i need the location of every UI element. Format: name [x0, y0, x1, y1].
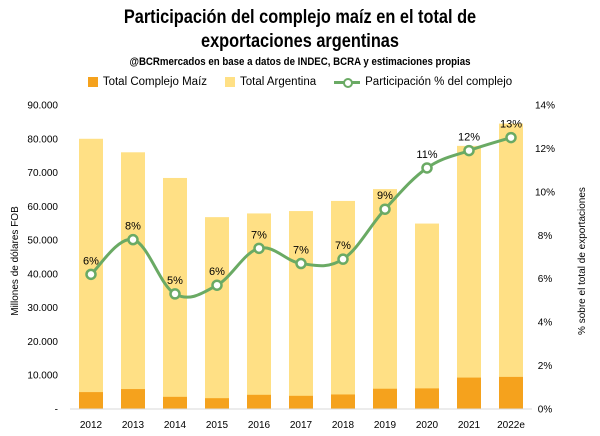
y-tick-label: - — [55, 405, 58, 416]
chart-title-line-2: exportaciones argentinas — [201, 31, 399, 52]
y2-axis-title: % sobre el total de exportaciones — [577, 187, 588, 335]
chart-legend: Total Complejo Maíz Total Argentina Part… — [0, 76, 600, 88]
participacion-marker — [463, 144, 475, 157]
bar-complejo-maiz — [247, 394, 271, 409]
x-tick-label: 2019 — [374, 420, 397, 431]
participacion-marker — [169, 288, 181, 300]
participacion-marker — [127, 233, 139, 246]
participacion-marker — [295, 257, 307, 270]
participacion-marker — [253, 242, 265, 255]
participacion-data-label: 7% — [335, 240, 351, 252]
participacion-data-label: 8% — [125, 221, 141, 233]
legend-item-complejo-maiz: Total Complejo Maíz — [87, 76, 208, 88]
chart-title: Participación del complejo maíz en el to… — [42, 6, 558, 54]
bar-complejo-maiz — [205, 398, 229, 409]
bar-complejo-maiz — [163, 396, 187, 409]
y-tick-label: 30.000 — [27, 303, 58, 314]
x-tick-label: 2022e — [497, 420, 525, 431]
legend-item-participacion: Participación % del complejo — [334, 76, 512, 88]
participacion-marker — [505, 131, 517, 144]
participacion-data-label: 6% — [83, 255, 99, 267]
x-tick-label: 2016 — [248, 420, 271, 431]
y2-tick-label: 2% — [538, 361, 553, 372]
bar-total-argentina — [121, 152, 145, 410]
bar-total-argentina — [457, 145, 481, 410]
bar-total-argentina — [373, 189, 397, 409]
bar-complejo-maiz — [79, 392, 103, 409]
legend-swatch-complejo-maiz — [87, 77, 98, 87]
legend-swatch-total-argentina — [225, 77, 236, 87]
participacion-marker — [337, 253, 349, 265]
chart-subtitle: @BCRmercados en base a datos de INDEC, B… — [129, 56, 471, 68]
bar-total-argentina — [205, 217, 229, 409]
x-tick-label: 2020 — [416, 420, 439, 431]
bar-complejo-maiz — [331, 394, 355, 409]
participacion-data-label: 7% — [293, 245, 309, 257]
x-tick-label: 2018 — [332, 420, 355, 431]
chart-title-line-1: Participación del complejo maíz en el to… — [123, 7, 477, 28]
participacion-data-label: 7% — [251, 229, 267, 241]
y2-tick-label: 10% — [535, 187, 555, 198]
legend-label-complejo-maiz: Total Complejo Maíz — [102, 76, 208, 88]
bar-total-argentina — [289, 211, 313, 409]
y2-tick-label: 0% — [538, 405, 553, 416]
participacion-marker — [85, 268, 97, 281]
y-tick-label: 20.000 — [27, 337, 58, 348]
y2-tick-label: 4% — [538, 318, 553, 329]
participacion-data-label: 9% — [377, 190, 393, 202]
bar-complejo-maiz — [415, 388, 439, 409]
x-tick-label: 2017 — [290, 420, 313, 431]
legend-swatch-participacion — [334, 77, 361, 88]
participacion-marker — [379, 203, 391, 215]
y-tick-label: 80.000 — [27, 134, 58, 145]
bar-complejo-maiz — [457, 377, 481, 409]
bar-complejo-maiz — [121, 389, 145, 409]
bar-complejo-maiz — [499, 376, 523, 409]
x-tick-label: 2012 — [80, 420, 103, 431]
bar-total-argentina — [415, 223, 439, 409]
y-tick-label: 50.000 — [27, 236, 58, 247]
y-tick-label: 90.000 — [27, 101, 58, 112]
bar-complejo-maiz — [289, 395, 313, 409]
y2-tick-label: 8% — [538, 231, 553, 242]
y2-tick-label: 12% — [535, 144, 555, 155]
y-tick-label: 60.000 — [27, 202, 58, 213]
y2-tick-label: 14% — [535, 101, 555, 112]
x-tick-label: 2015 — [206, 420, 229, 431]
participacion-data-label: 12% — [458, 132, 480, 144]
participacion-data-label: 13% — [500, 119, 522, 131]
participacion-marker — [421, 162, 433, 174]
bar-total-argentina — [331, 200, 355, 409]
y-tick-label: 40.000 — [27, 269, 58, 280]
x-tick-label: 2021 — [458, 420, 481, 431]
y-tick-label: 70.000 — [27, 168, 58, 179]
legend-item-total-argentina: Total Argentina — [225, 76, 316, 88]
y-tick-label: 10.000 — [27, 371, 58, 382]
y-axis-title: Millones de dólares FOB — [10, 206, 21, 316]
bar-total-argentina — [499, 123, 523, 410]
participacion-data-label: 6% — [209, 266, 225, 278]
legend-label-participacion: Participación % del complejo — [365, 76, 513, 88]
legend-label-total-argentina: Total Argentina — [240, 76, 317, 88]
x-tick-label: 2014 — [164, 420, 187, 431]
participacion-data-label: 5% — [167, 275, 183, 287]
bar-complejo-maiz — [373, 388, 397, 409]
participacion-data-label: 11% — [416, 149, 437, 161]
y2-tick-label: 6% — [538, 274, 553, 285]
x-tick-label: 2013 — [122, 420, 145, 431]
participacion-marker — [211, 279, 223, 291]
